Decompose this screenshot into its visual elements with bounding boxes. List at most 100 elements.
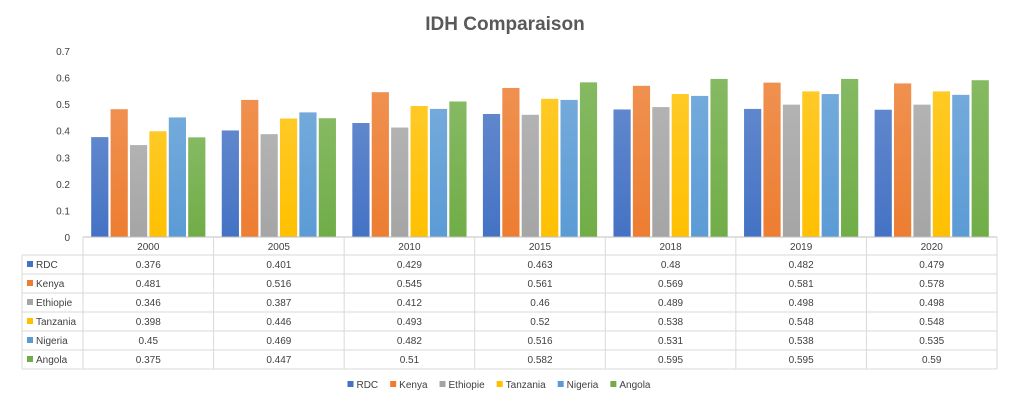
bar [821,94,839,237]
data-label: 0.376 [136,260,161,271]
data-label: 0.538 [789,336,814,347]
bar [221,130,239,237]
bar [482,113,501,237]
data-label: 0.581 [789,279,814,290]
x-tick-label: 2010 [398,242,421,253]
table-legend-key [27,299,33,305]
y-tick-label: 0.1 [56,206,70,217]
data-label: 0.482 [397,336,422,347]
data-label: 0.463 [527,260,552,271]
y-tick-label: 0.6 [56,74,70,85]
data-label: 0.479 [919,260,944,271]
data-label: 0.59 [922,355,942,366]
y-tick-label: 0.3 [56,153,70,164]
bar [429,108,448,237]
bar [913,104,931,237]
bar [149,131,167,237]
y-tick-label: 0.4 [56,127,70,138]
table-legend-key [27,337,33,343]
legend-label: Angola [619,380,651,391]
data-label: 0.46 [530,298,550,309]
bar [410,106,428,237]
bar [502,87,520,237]
data-label: 0.346 [136,298,161,309]
data-label: 0.469 [266,336,291,347]
data-label: 0.51 [400,355,420,366]
y-axis: 0 0.1 0.2 0.3 0.4 0.5 0.6 0.7 [56,47,70,244]
bar [874,109,892,237]
legend-label: Ethiopie [449,380,486,391]
data-label: 0.516 [266,279,291,290]
data-label: 0.498 [789,298,814,309]
bar [188,137,206,237]
x-tick-label: 2015 [529,242,552,253]
data-label: 0.582 [527,355,552,366]
y-tick-label: 0.5 [56,100,70,111]
bar [110,109,128,237]
bar [932,91,951,237]
bar [894,83,912,237]
x-tick-label: 2019 [790,242,813,253]
data-label: 0.48 [661,260,681,271]
data-label: 0.569 [658,279,683,290]
bar [299,112,317,237]
legend-swatch [347,381,354,387]
bars [91,78,989,238]
data-label: 0.561 [527,279,552,290]
bar [710,78,728,238]
bar [763,82,781,238]
bar [91,137,109,237]
legend-swatch [390,381,397,387]
table-series-label: Kenya [36,279,65,290]
legend-swatch [557,381,564,387]
legend-label: Kenya [399,380,428,391]
bar [521,114,539,237]
bar [613,109,631,237]
data-label: 0.412 [397,298,422,309]
data-label: 0.578 [919,279,944,290]
table-legend-key [27,280,33,286]
data-label: 0.535 [919,336,944,347]
data-label: 0.595 [789,355,814,366]
chart-title: IDH Comparaison [425,14,584,35]
legend-swatch [439,381,446,387]
data-label: 0.447 [266,355,291,366]
bar [241,99,259,238]
legend-swatch [610,381,617,387]
table-series-label: Ethiopie [36,298,73,309]
y-tick-label: 0 [64,233,70,244]
bar [691,95,709,237]
data-label: 0.52 [530,317,550,328]
table-legend-key [27,318,33,324]
bar [260,134,278,237]
x-tick-label: 2020 [921,242,944,253]
data-label: 0.595 [658,355,683,366]
x-tick-label: 2000 [137,242,160,253]
data-label: 0.498 [919,298,944,309]
bar [802,91,820,237]
data-label: 0.489 [658,298,683,309]
data-label: 0.398 [136,317,161,328]
bar [671,94,689,237]
legend-label: Tanzania [506,380,546,391]
data-label: 0.481 [136,279,161,290]
bar [391,127,409,237]
bar [841,78,859,238]
data-label: 0.538 [658,317,683,328]
data-label: 0.375 [136,355,161,366]
table-series-label: Tanzania [36,317,76,328]
data-label: 0.401 [266,260,291,271]
y-tick-label: 0.7 [56,47,70,58]
bar [371,92,389,237]
bar [971,80,989,237]
bar [744,108,762,237]
data-label: 0.429 [397,260,422,271]
x-tick-label: 2018 [659,242,682,253]
table-series-label: Nigeria [36,336,68,347]
data-table: 2000 2005 2010 2015 2018 2019 2020 RDC 0.376 0.40… [21,236,998,370]
legend-label: RDC [356,380,378,391]
bar [129,145,148,237]
x-tick-label: 2005 [268,242,291,253]
